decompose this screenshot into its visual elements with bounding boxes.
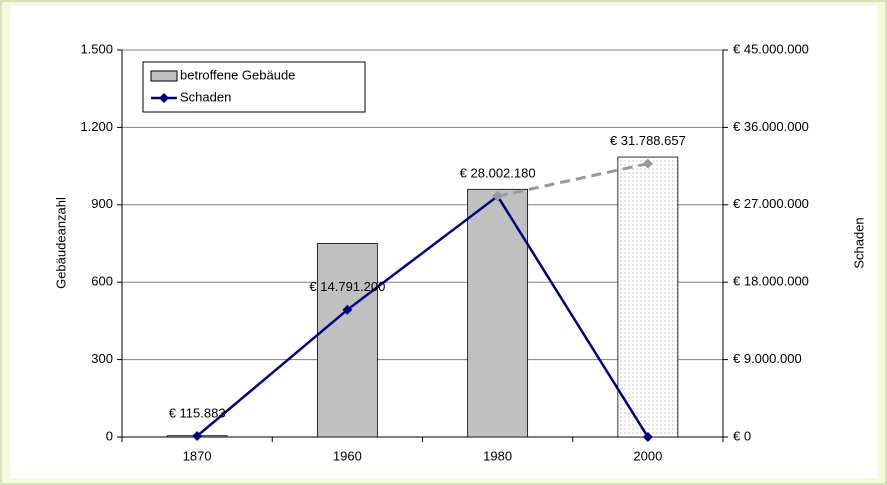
x-tick-label: 1960 (333, 448, 362, 463)
marker (642, 432, 653, 442)
y-axis-title: Gebäudeanzahl (53, 197, 68, 289)
y-tick-label: 0 (106, 428, 113, 443)
y2-tick-label: € 27.000.000 (733, 196, 809, 211)
y-tick-label: 600 (91, 274, 113, 289)
x-tick-label: 1870 (183, 448, 212, 463)
y2-tick-label: € 18.000.000 (733, 274, 809, 289)
line (196, 194, 649, 438)
marker (492, 191, 503, 202)
legend-label: Schaden (180, 89, 231, 104)
marker (192, 431, 203, 442)
y2-axis-title: Schaden (851, 217, 866, 268)
y-tick-label: 1.200 (80, 119, 113, 134)
legend-swatch (150, 70, 178, 82)
bar (467, 188, 529, 438)
y-tick-label: 1.500 (80, 41, 113, 56)
legend-label: betroffene Gebäude (180, 67, 295, 82)
y2-tick-label: € 0 (733, 428, 751, 443)
y2-tick-label: € 45.000.000 (733, 41, 809, 56)
dashed-line (497, 162, 649, 198)
marker (342, 304, 353, 315)
y-tick-label: 300 (91, 351, 113, 366)
legend-box (142, 61, 366, 113)
marker (642, 158, 653, 169)
bar (617, 156, 679, 438)
legend-marker (159, 93, 169, 103)
data-label: € 31.788.657 (610, 133, 686, 148)
bar (316, 243, 378, 438)
chart-area (10, 6, 878, 478)
x-tick-label: 2000 (633, 448, 662, 463)
y-tick-label: 900 (91, 196, 113, 211)
x-tick-label: 1980 (483, 448, 512, 463)
y2-tick-label: € 36.000.000 (733, 119, 809, 134)
data-label: € 115.883 (169, 405, 226, 420)
data-label: € 14.791.200 (309, 279, 385, 294)
y2-tick-label: € 9.000.000 (733, 351, 802, 366)
data-label: € 28.002.180 (460, 166, 536, 181)
